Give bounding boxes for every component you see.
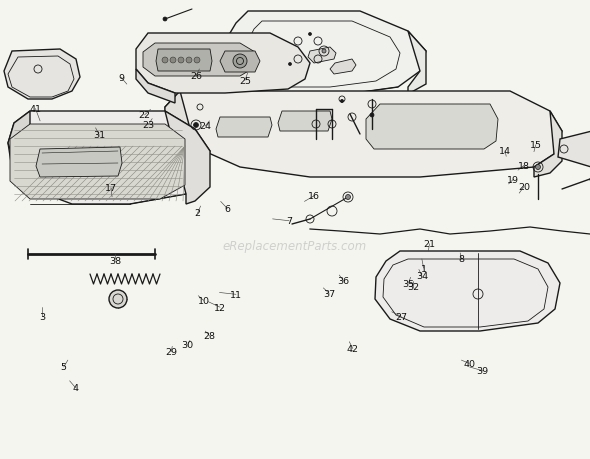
Circle shape (340, 100, 343, 103)
Circle shape (536, 165, 540, 170)
Text: 11: 11 (230, 290, 242, 299)
Text: 24: 24 (199, 122, 211, 131)
Circle shape (163, 18, 167, 22)
Circle shape (322, 50, 326, 54)
Circle shape (309, 34, 312, 36)
Text: 40: 40 (463, 359, 475, 368)
Polygon shape (4, 50, 80, 100)
Circle shape (233, 55, 247, 69)
Polygon shape (308, 48, 336, 64)
Polygon shape (220, 52, 260, 73)
Polygon shape (8, 112, 210, 205)
Text: 41: 41 (30, 105, 41, 114)
Text: 9: 9 (118, 73, 124, 83)
Text: 28: 28 (204, 331, 215, 341)
Circle shape (194, 123, 198, 128)
Circle shape (194, 58, 200, 64)
Polygon shape (156, 50, 212, 72)
Text: 42: 42 (347, 344, 359, 353)
Text: 39: 39 (477, 366, 489, 375)
Text: eReplacementParts.com: eReplacementParts.com (223, 239, 367, 252)
Circle shape (370, 114, 374, 118)
Text: 29: 29 (165, 347, 177, 357)
Text: 2: 2 (195, 209, 201, 218)
Text: 17: 17 (105, 184, 117, 193)
Text: 7: 7 (286, 217, 292, 226)
Polygon shape (10, 125, 185, 200)
Text: 38: 38 (109, 256, 121, 265)
Text: 35: 35 (402, 279, 414, 288)
Text: 6: 6 (224, 204, 230, 213)
Polygon shape (222, 12, 426, 96)
Polygon shape (143, 44, 255, 77)
Text: 27: 27 (395, 312, 407, 321)
Text: 21: 21 (424, 240, 435, 249)
Text: 23: 23 (143, 120, 155, 129)
Text: 32: 32 (407, 282, 419, 291)
Text: 8: 8 (458, 255, 464, 264)
Text: 16: 16 (308, 192, 320, 201)
Text: 26: 26 (190, 72, 202, 81)
Circle shape (170, 58, 176, 64)
Text: 4: 4 (73, 383, 78, 392)
Text: 34: 34 (416, 272, 428, 281)
Text: 15: 15 (530, 141, 542, 150)
Polygon shape (366, 105, 498, 150)
Text: 12: 12 (214, 303, 226, 312)
Polygon shape (8, 112, 30, 162)
Text: 10: 10 (198, 296, 209, 305)
Circle shape (289, 63, 291, 67)
Polygon shape (136, 34, 310, 94)
Text: 3: 3 (40, 312, 45, 321)
Text: 1: 1 (421, 264, 427, 273)
Text: 20: 20 (518, 183, 530, 192)
Polygon shape (375, 252, 560, 331)
Text: 37: 37 (323, 289, 335, 298)
Polygon shape (330, 60, 356, 75)
Circle shape (346, 195, 350, 200)
Text: 30: 30 (182, 341, 194, 350)
Polygon shape (136, 70, 175, 104)
Polygon shape (165, 112, 210, 205)
Polygon shape (36, 148, 122, 178)
Text: 18: 18 (518, 162, 530, 171)
Circle shape (162, 58, 168, 64)
Text: 25: 25 (239, 77, 251, 86)
Polygon shape (558, 130, 590, 170)
Polygon shape (408, 32, 426, 95)
Circle shape (186, 58, 192, 64)
Circle shape (109, 291, 127, 308)
Text: 22: 22 (139, 111, 150, 120)
Polygon shape (165, 92, 562, 178)
Text: 36: 36 (337, 276, 349, 285)
Text: 5: 5 (61, 363, 67, 372)
Circle shape (178, 58, 184, 64)
Text: 19: 19 (507, 175, 519, 185)
Text: 14: 14 (499, 147, 511, 156)
Polygon shape (534, 112, 562, 178)
Polygon shape (164, 92, 195, 151)
Text: 31: 31 (93, 131, 105, 140)
Polygon shape (278, 112, 332, 132)
Polygon shape (216, 118, 272, 138)
